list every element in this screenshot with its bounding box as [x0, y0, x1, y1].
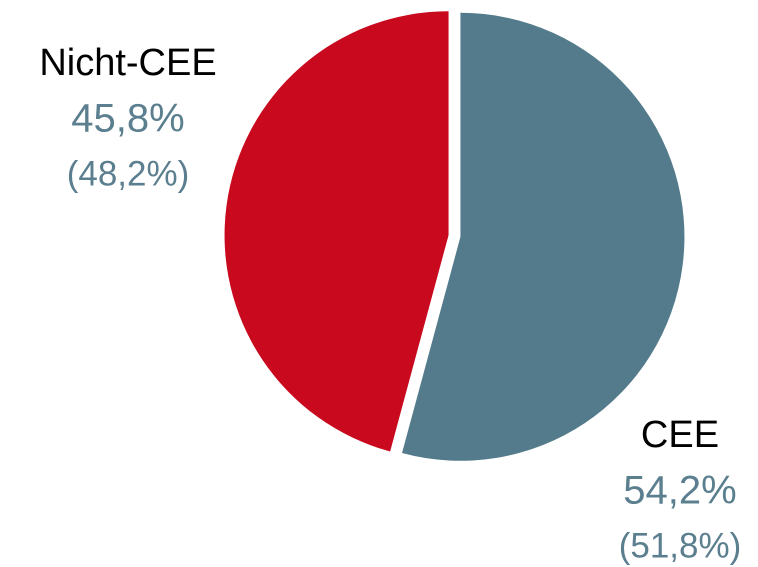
pie-slice [402, 12, 685, 461]
slice-label: CEE [641, 414, 719, 456]
pie-slice [224, 11, 449, 452]
value-label: 45,8% [71, 97, 184, 141]
comparison-label: (48,2%) [67, 154, 190, 193]
value-label: 54,2% [623, 469, 736, 513]
comparison-label: (51,8%) [619, 526, 742, 565]
slice-label: Nicht-CEE [39, 42, 216, 84]
